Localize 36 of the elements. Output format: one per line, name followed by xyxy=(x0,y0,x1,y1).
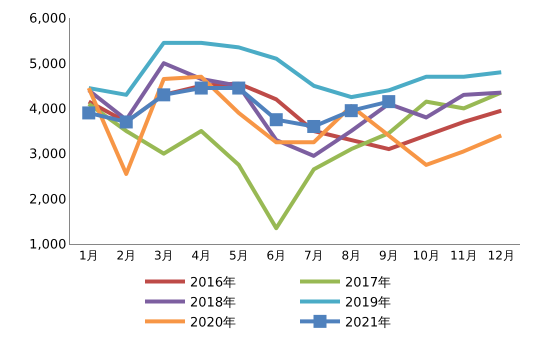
x-tick-label: 7月 xyxy=(304,248,324,262)
x-tick-label: 6月 xyxy=(266,248,286,262)
point xyxy=(82,106,96,120)
legend-label: 2019年 xyxy=(345,296,392,311)
x-tick-label: 5月 xyxy=(228,248,249,262)
point xyxy=(194,82,208,95)
legend-label: 2016年 xyxy=(190,276,236,291)
legend-label: 2018年 xyxy=(190,296,236,311)
x-tick-label: 9月 xyxy=(378,248,399,262)
legend-label: 2021年 xyxy=(345,315,392,330)
x-tick-label: 12月 xyxy=(488,248,515,262)
line-series xyxy=(86,61,504,158)
point xyxy=(120,115,133,128)
point xyxy=(157,88,170,102)
y-tick-label: 3,000 xyxy=(29,147,66,162)
x-tick-label: 4月 xyxy=(191,248,212,262)
x-tick-label: 2月 xyxy=(116,248,136,262)
legend-label: 2020年 xyxy=(190,315,236,330)
line-series xyxy=(86,74,504,176)
x-tick-label: 1月 xyxy=(78,248,99,262)
x-tick-label: 11月 xyxy=(450,248,478,262)
x-tick-label: 10月 xyxy=(412,248,440,262)
point xyxy=(232,82,246,95)
line-series xyxy=(86,40,504,100)
y-tick-label: 4,000 xyxy=(29,102,66,117)
y-tick-label: 1,000 xyxy=(29,238,66,253)
y-tick-label: 2,000 xyxy=(29,192,66,208)
x-tick-label: 3月 xyxy=(154,248,174,262)
y-tick-label: 5,000 xyxy=(29,56,66,72)
x-tick-label: 8月 xyxy=(341,248,362,262)
point xyxy=(344,104,358,118)
point xyxy=(307,120,320,133)
y-tick-label: 6,000 xyxy=(29,12,66,27)
point xyxy=(382,95,396,108)
point xyxy=(270,113,283,126)
legend-label: 2017年 xyxy=(345,276,392,291)
